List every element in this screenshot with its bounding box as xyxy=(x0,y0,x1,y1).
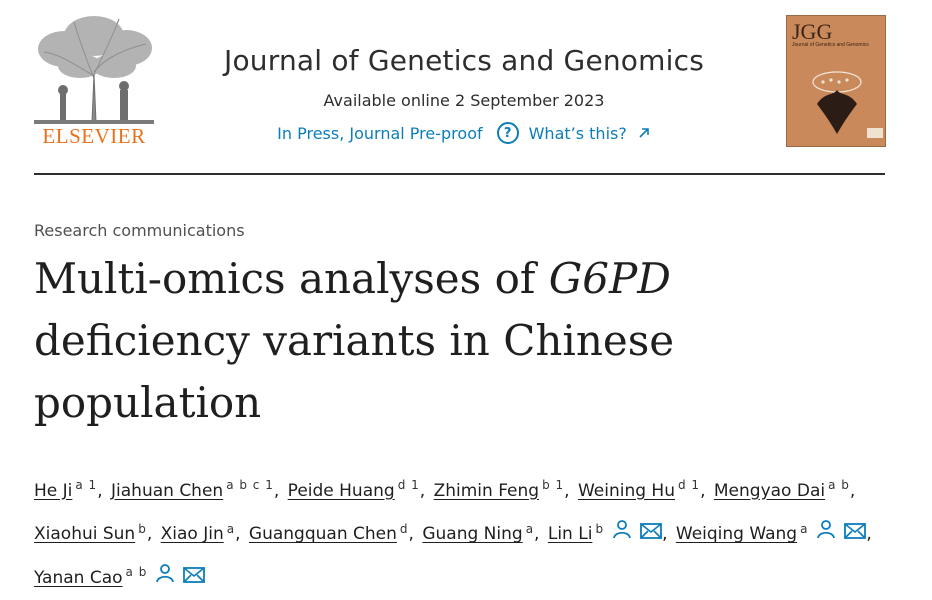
author-separator: , xyxy=(419,480,426,501)
author-item: Peide Huang d 1, xyxy=(287,478,429,501)
bat-illustration-icon xyxy=(812,71,883,138)
journal-title[interactable]: Journal of Genetics and Genomics xyxy=(224,44,704,77)
author-name-link[interactable]: Xiao Jin xyxy=(160,524,224,545)
elsevier-wordmark: ELSEVIER xyxy=(42,124,146,148)
whats-this-label: What’s this? xyxy=(528,123,627,143)
author-affiliation[interactable]: a b xyxy=(828,478,850,492)
author-name-link[interactable]: Guangquan Chen xyxy=(248,524,397,545)
journal-pre-proof-link[interactable]: In Press, Journal Pre-proof xyxy=(277,123,483,143)
author-name-link[interactable]: Xiaohui Sun xyxy=(34,524,136,545)
author-item: Jiahuan Chen a b c 1, xyxy=(111,478,282,501)
question-circle-icon: ? xyxy=(496,122,519,144)
article-title: Multi-omics analyses of G6PD deficiency … xyxy=(34,248,794,434)
author-affiliation[interactable]: a xyxy=(226,521,236,536)
author-affiliation[interactable]: b xyxy=(595,521,605,536)
author-separator: , xyxy=(235,524,241,545)
author-item: Yanan Cao a b xyxy=(34,564,206,588)
author-name-link[interactable]: Peide Huang xyxy=(287,480,395,501)
author-affiliation[interactable]: a xyxy=(800,521,809,536)
author-name-link[interactable]: He Ji xyxy=(34,480,73,501)
tree-icon xyxy=(34,16,154,124)
author-separator: , xyxy=(97,480,103,501)
title-gene-name: G6PD xyxy=(548,254,671,303)
author-separator: , xyxy=(273,480,280,501)
author-name-link[interactable]: Weiqing Wang xyxy=(675,524,798,545)
author-affiliation[interactable]: d 1 xyxy=(678,478,701,492)
author-item: Guang Ning a, xyxy=(422,521,542,545)
envelope-icon[interactable] xyxy=(844,515,867,553)
author-name-link[interactable]: Mengyao Dai xyxy=(713,480,826,501)
journal-block: Journal of Genetics and Genomics Availab… xyxy=(184,44,744,144)
author-item: He Ji a 1, xyxy=(34,478,106,501)
status-row: In Press, Journal Pre-proof ? What’s thi… xyxy=(184,122,744,144)
author-list: He Ji a 1, Jiahuan Chen a b c 1, Peide Hua… xyxy=(34,466,894,597)
author-item: Xiaohui Sun b, xyxy=(34,521,155,545)
author-affiliation[interactable]: a xyxy=(525,521,535,536)
author-affiliation[interactable]: b xyxy=(138,521,147,536)
author-separator: , xyxy=(849,480,856,501)
author-affiliation[interactable]: d xyxy=(399,521,409,536)
author-separator: , xyxy=(146,524,153,545)
author-affiliation[interactable]: a b xyxy=(125,565,148,580)
available-online-date: Available online 2 September 2023 xyxy=(323,91,605,110)
title-part-1: Multi-omics analyses of xyxy=(34,254,549,303)
author-name-link[interactable]: Jiahuan Chen xyxy=(111,480,224,501)
author-item: Mengyao Dai a b, xyxy=(713,478,858,501)
cover-subtitle: Journal of Genetics and Genomics xyxy=(792,42,869,48)
article-type: Research communications xyxy=(34,221,245,240)
author-separator: , xyxy=(662,524,668,545)
author-name-link[interactable]: Guang Ning xyxy=(422,524,523,545)
author-name-link[interactable]: Lin Li xyxy=(547,524,593,545)
envelope-icon[interactable] xyxy=(640,515,662,553)
author-affiliation[interactable]: a b c 1 xyxy=(226,478,274,492)
author-separator: , xyxy=(408,524,414,545)
arrow-up-right-icon xyxy=(639,128,649,138)
article-header: ELSEVIER Journal of Genetics and Genomic… xyxy=(34,14,886,174)
author-item: Guangquan Chen d, xyxy=(248,521,417,545)
header-divider xyxy=(34,173,885,175)
envelope-icon[interactable] xyxy=(183,559,206,597)
title-part-2: deficiency variants in Chinese populatio… xyxy=(34,316,675,427)
author-name-link[interactable]: Yanan Cao xyxy=(34,567,123,588)
author-affiliation[interactable]: b 1 xyxy=(542,478,565,492)
author-item: Weiqing Wang a, xyxy=(675,520,875,545)
elsevier-logo[interactable]: ELSEVIER xyxy=(34,14,154,150)
author-item: Lin Li b, xyxy=(547,520,671,545)
author-affiliation[interactable]: d 1 xyxy=(397,478,420,492)
author-separator: , xyxy=(534,524,540,545)
person-icon[interactable] xyxy=(612,515,632,553)
whats-this-link[interactable]: ? What’s this? xyxy=(496,122,651,144)
person-icon[interactable] xyxy=(816,515,836,553)
author-name-link[interactable]: Zhimin Feng xyxy=(433,480,540,501)
author-item: Zhimin Feng b 1, xyxy=(433,478,573,501)
cover-title: JGG xyxy=(792,19,833,44)
author-item: Xiao Jin a, xyxy=(160,521,244,545)
author-item: Weining Hu d 1, xyxy=(577,478,709,501)
author-name-link[interactable]: Weining Hu xyxy=(577,480,675,501)
author-separator: , xyxy=(564,480,570,501)
person-icon[interactable] xyxy=(155,559,175,597)
author-affiliation[interactable]: a 1 xyxy=(75,478,98,492)
author-separator: , xyxy=(700,480,706,501)
journal-cover-thumbnail[interactable]: JGG Journal of Genetics and Genomics xyxy=(786,15,886,147)
author-separator: , xyxy=(866,524,872,545)
